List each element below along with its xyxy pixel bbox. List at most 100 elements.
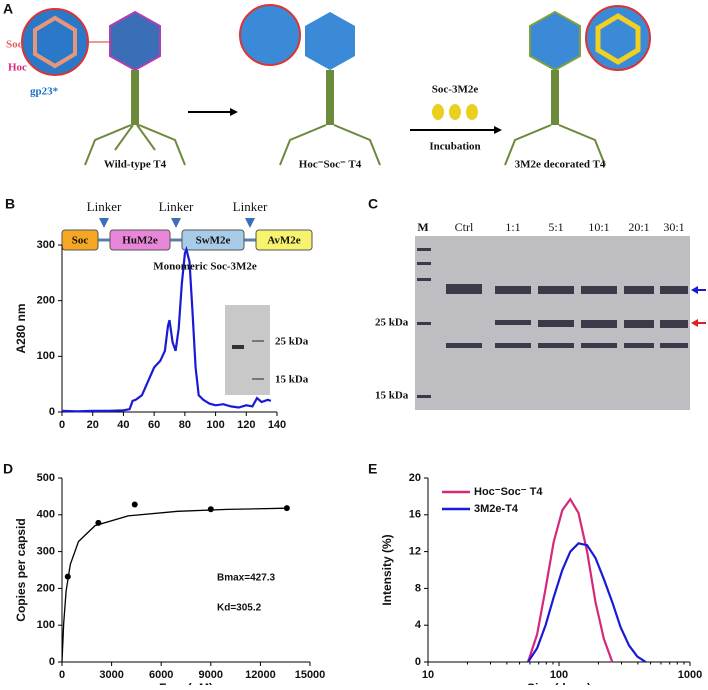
panel-label: C: [368, 196, 378, 212]
y-tick-label: 0: [415, 656, 421, 668]
y-axis-label: A280 nm: [14, 303, 28, 353]
gel-band: [538, 320, 574, 327]
x-tick-label: 3000: [99, 669, 123, 681]
domain: [109, 229, 171, 251]
x-tick-label: 100: [550, 669, 568, 681]
gel-band: [624, 343, 654, 348]
y-tick-label: 8: [415, 582, 421, 594]
tail-fibers: [279, 124, 381, 166]
y-axis-label: Copies per capsid: [14, 518, 28, 621]
y-tick-label: 100: [37, 619, 55, 631]
y-tick-label: 400: [37, 509, 55, 521]
y-tick-label: 500: [37, 472, 55, 484]
gel-band: [660, 320, 688, 328]
x-tick-label: 10: [422, 669, 434, 681]
phage-tail: [551, 70, 559, 125]
x-tick-label: 100: [206, 419, 224, 431]
x-tick-label: 40: [117, 419, 129, 431]
annotation: Monomeric Soc-3M2e: [153, 261, 257, 273]
series-line: [61, 245, 272, 413]
panel-c: M Ctrl 1:1 5:1 10:1 20:1 30:1 25 kDa 15 …: [375, 220, 706, 410]
x-tick-label: 140: [268, 419, 286, 431]
protein: [466, 104, 478, 120]
zoom-circle: [239, 4, 301, 66]
point: [207, 506, 214, 513]
label-soc: Soc: [6, 39, 23, 51]
phage-tail: [326, 70, 334, 125]
ladder-band: [417, 395, 431, 398]
gel-band: [495, 286, 531, 294]
x-tick-label: 20: [87, 419, 99, 431]
domain-label: SwM2e: [196, 235, 231, 247]
linker-label: Linker: [159, 199, 194, 214]
inset-gel: [225, 305, 270, 395]
domain: [255, 229, 313, 251]
marker-label: 25 kDa: [375, 317, 409, 329]
x-axis-label: Free (nM): [159, 681, 213, 685]
lattice: [595, 13, 641, 65]
gel-band: [232, 345, 244, 349]
point: [95, 519, 102, 526]
domain-label: Soc: [72, 235, 89, 247]
series-line: [527, 542, 647, 663]
legend-label: 3M2e-T4: [474, 503, 519, 515]
y-tick-label: 300: [37, 239, 55, 251]
linker-label: Linker: [87, 199, 122, 214]
gel-band: [252, 340, 264, 342]
gel-band: [495, 320, 531, 325]
gel-band: [624, 320, 654, 328]
y-axis-label: Intensity (%): [380, 534, 394, 605]
linker-marker: [245, 218, 255, 228]
phage-head: [109, 10, 161, 72]
panel-label: B: [5, 196, 15, 212]
lane-label: 1:1: [505, 220, 520, 234]
x-tick-label: 80: [179, 419, 191, 431]
gel-band: [581, 286, 617, 294]
lane-label: M: [417, 220, 428, 234]
domain-label: HuM2e: [122, 235, 158, 247]
domain: [181, 229, 245, 251]
gel-band: [495, 343, 531, 348]
lane-label: Ctrl: [455, 220, 474, 234]
y-tick-label: 4: [415, 619, 422, 631]
linker-marker: [171, 218, 181, 228]
point: [283, 505, 290, 512]
gel-band: [581, 320, 617, 328]
x-tick-label: 0: [59, 419, 65, 431]
protein: [432, 104, 444, 120]
gel-band: [446, 284, 482, 294]
x-tick-label: 120: [237, 419, 255, 431]
y-tick-label: 12: [409, 546, 421, 558]
construct: Soc HuM2e SwM2e AvM2e Linker Linker Link…: [61, 199, 313, 395]
lane-label: 5:1: [548, 220, 563, 234]
y-tick-label: 300: [37, 546, 55, 558]
fit-line: [61, 507, 287, 663]
linker-marker: [99, 218, 109, 228]
label-reagent: Soc-3M2e: [432, 84, 479, 96]
ladder-band: [417, 248, 431, 251]
x-tick-label: 1000: [678, 669, 702, 681]
marker-label: 15 kDa: [375, 390, 409, 402]
domain-label: AvM2e: [267, 235, 301, 247]
panel-label: A: [3, 1, 13, 17]
arrowhead: [691, 319, 698, 327]
lattice: [33, 15, 77, 69]
x-tick-label: 9000: [199, 669, 223, 681]
y-tick-label: 16: [409, 509, 421, 521]
gel-band: [446, 343, 482, 348]
legend-label: Hoc⁻Soc⁻ T4: [474, 486, 543, 498]
gel-band: [624, 286, 654, 294]
arrowhead: [691, 286, 698, 294]
panel-a: Soc Hoc gp23* Wild-type T4 Hoc⁻Soc⁻ T4 S…: [6, 4, 651, 171]
arrowhead: [230, 108, 238, 116]
panel-label: E: [368, 461, 377, 477]
gel-band: [538, 343, 574, 348]
ladder-band: [417, 322, 431, 325]
y-tick-label: 200: [37, 582, 55, 594]
y-tick-label: 20: [409, 472, 421, 484]
gel-band: [660, 343, 688, 348]
y-tick-label: 100: [37, 350, 55, 362]
series-line: [526, 497, 614, 663]
label-gp23: gp23*: [30, 86, 59, 98]
linker-label: Linker: [233, 199, 268, 214]
